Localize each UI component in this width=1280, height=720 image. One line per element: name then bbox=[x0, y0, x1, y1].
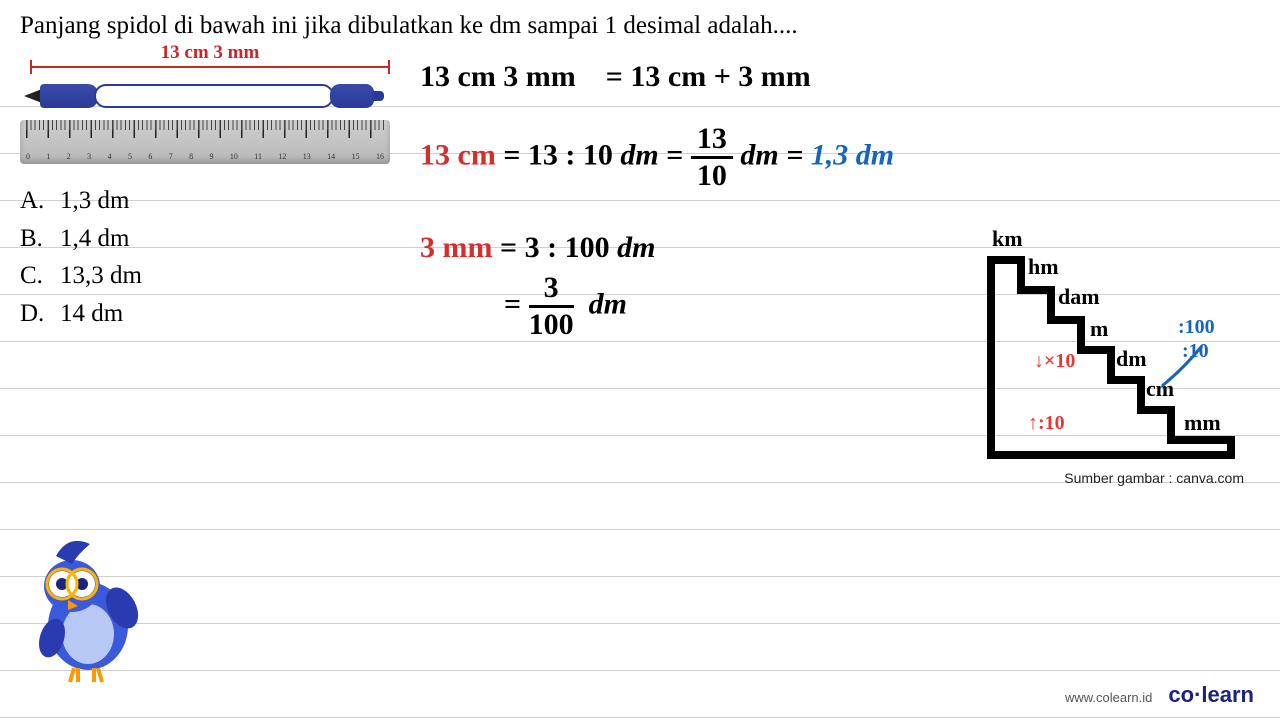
answer-choice: C. 13,3 dm bbox=[20, 257, 400, 295]
fraction-3-100: 3 100 bbox=[529, 273, 574, 340]
ruler-tick-number: 3 bbox=[87, 152, 91, 161]
measurement-span-line bbox=[30, 66, 390, 68]
marker-illustration bbox=[20, 78, 400, 114]
choice-text: 1,3 dm bbox=[60, 182, 129, 220]
ruler-tick-number: 2 bbox=[67, 152, 71, 161]
left-column: 13 cm 3 mm 012345678910111213141516 A.1,… bbox=[20, 42, 400, 332]
equals-2: = bbox=[504, 287, 529, 320]
right-label-100: :100 bbox=[1178, 316, 1215, 339]
ruler-tick-number: 16 bbox=[376, 152, 384, 161]
ruler-tick-number: 9 bbox=[210, 152, 214, 161]
footer: www.colearn.id co·learn bbox=[1065, 682, 1254, 708]
work3-rhs: = 3 : 100 bbox=[500, 231, 617, 264]
ruler-tick-number: 8 bbox=[189, 152, 193, 161]
marker-end-icon bbox=[330, 84, 374, 108]
unit-dm-3: dm bbox=[617, 231, 655, 264]
up-arrow-icon: ↑:10 bbox=[1028, 412, 1065, 435]
choice-text: 1,4 dm bbox=[60, 220, 129, 258]
down-arrow-icon: ↓×10 bbox=[1034, 350, 1075, 373]
frac-top: 13 bbox=[691, 124, 733, 159]
unit-hm: hm bbox=[1028, 254, 1059, 280]
equals-1: = bbox=[666, 138, 691, 171]
choice-text: 14 dm bbox=[60, 295, 123, 333]
marker-cap-icon bbox=[40, 84, 98, 108]
ruler-tick-number: 4 bbox=[108, 152, 112, 161]
ruler-numbers: 012345678910111213141516 bbox=[26, 152, 384, 161]
work-line-2: 13 cm = 13 : 10 dm = 13 10 dm = 1,3 dm bbox=[420, 124, 980, 191]
content-area: Panjang spidol di bawah ini jika dibulat… bbox=[0, 0, 1280, 64]
choice-letter: B. bbox=[20, 220, 46, 258]
work-line-3: 3 mm = 3 : 100 dm bbox=[420, 231, 980, 265]
unit-mm: mm bbox=[1184, 410, 1221, 436]
choice-text: 13,3 dm bbox=[60, 257, 142, 295]
unit-dm-2: dm = bbox=[740, 138, 810, 171]
ruler-tick-number: 13 bbox=[303, 152, 311, 161]
unit-stairs-diagram: km hm dam m dm cm mm ↓×10 ↑:10 :100 :10 bbox=[986, 230, 1246, 460]
ruler-illustration: 012345678910111213141516 bbox=[20, 120, 390, 164]
work-line-1: 13 cm 3 mm = 13 cm + 3 mm bbox=[420, 60, 980, 94]
unit-dam: dam bbox=[1058, 284, 1100, 310]
ruler-tick-number: 14 bbox=[327, 152, 335, 161]
work3-lhs: 3 mm bbox=[420, 231, 492, 264]
unit-dm-1: dm bbox=[620, 138, 658, 171]
marker-body-icon bbox=[94, 84, 334, 108]
frac-bot: 10 bbox=[691, 159, 733, 191]
brand-logo: co·learn bbox=[1168, 682, 1254, 708]
work2-lhs: 13 cm bbox=[420, 138, 496, 171]
ruler-tick-number: 7 bbox=[169, 152, 173, 161]
answer-choices: A. 1,3 dm B. 1,4 dm C. 13,3 dm D. 14 dm bbox=[20, 182, 400, 332]
work-line-3b: = 3 100 dm bbox=[504, 273, 980, 340]
choice-letter: C. bbox=[20, 257, 46, 295]
answer-choice: D. 14 dm bbox=[20, 295, 400, 333]
unit-km: km bbox=[992, 226, 1023, 252]
ruler-tick-number: 6 bbox=[148, 152, 152, 161]
frac-top-2: 3 bbox=[529, 273, 574, 308]
choice-letter: A. bbox=[20, 182, 46, 220]
unit-dm-4: dm bbox=[581, 287, 627, 320]
down-arrow-label: ×10 bbox=[1044, 350, 1075, 372]
work1-lhs: 13 cm 3 mm bbox=[420, 60, 576, 93]
marker-nub-icon bbox=[372, 91, 384, 101]
ruler-tick-number: 15 bbox=[352, 152, 360, 161]
work2-result: 1,3 dm bbox=[811, 138, 894, 171]
work2-mid: = 13 : 10 bbox=[503, 138, 620, 171]
curve-arrow-icon bbox=[1154, 338, 1214, 398]
ruler-tick-number: 0 bbox=[26, 152, 30, 161]
image-caption: Sumber gambar : canva.com bbox=[1064, 470, 1244, 486]
answer-choice: B. 1,4 dm bbox=[20, 220, 400, 258]
fraction-13-10: 13 10 bbox=[691, 124, 733, 191]
handwritten-work: 13 cm 3 mm = 13 cm + 3 mm 13 cm = 13 : 1… bbox=[420, 60, 980, 340]
mascot-bird-icon bbox=[18, 526, 158, 686]
frac-bot-2: 100 bbox=[529, 308, 574, 340]
measurement-label: 13 cm 3 mm bbox=[20, 42, 400, 64]
choice-letter: D. bbox=[20, 295, 46, 333]
ruler-tick-number: 11 bbox=[254, 152, 262, 161]
ruler-tick-number: 12 bbox=[278, 152, 286, 161]
work1-rhs: = 13 cm + 3 mm bbox=[606, 60, 811, 93]
up-arrow-label: :10 bbox=[1038, 412, 1065, 434]
footer-url: www.colearn.id bbox=[1065, 690, 1152, 705]
unit-m: m bbox=[1090, 316, 1108, 342]
question-text: Panjang spidol di bawah ini jika dibulat… bbox=[20, 12, 1260, 40]
ruler-tick-number: 5 bbox=[128, 152, 132, 161]
answer-choice: A. 1,3 dm bbox=[20, 182, 400, 220]
unit-dm: dm bbox=[1116, 346, 1147, 372]
ruler-tick-number: 10 bbox=[230, 152, 238, 161]
ruler-tick-number: 1 bbox=[46, 152, 50, 161]
